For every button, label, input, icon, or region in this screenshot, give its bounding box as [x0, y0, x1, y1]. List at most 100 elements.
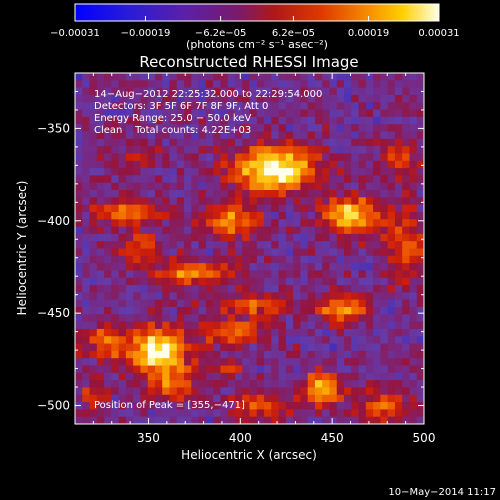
heatmap-cell: [198, 343, 207, 352]
heatmap-cell: [75, 175, 83, 184]
heatmap-cell: [82, 255, 91, 264]
heatmap-cell: [402, 387, 411, 396]
heatmap-cell: [285, 248, 294, 257]
heatmap-cell: [125, 321, 134, 330]
heatmap-cell: [358, 372, 367, 381]
heatmap-cell: [96, 255, 105, 264]
heatmap-cell: [300, 292, 309, 301]
heatmap-cell: [278, 138, 287, 147]
heatmap-cell: [82, 102, 91, 111]
heatmap-cell: [213, 160, 222, 169]
heatmap-cell: [184, 204, 192, 213]
heatmap-cell: [373, 175, 381, 184]
heatmap-cell: [285, 226, 294, 235]
heatmap-cell: [365, 102, 374, 111]
heatmap-cell: [82, 343, 91, 352]
heatmap-cell: [271, 102, 280, 111]
heatmap-cell: [234, 175, 243, 184]
heatmap-cell: [293, 146, 301, 155]
heatmap-cell: [264, 146, 272, 155]
heatmap-cell: [184, 116, 192, 125]
heatmap-cell: [394, 219, 403, 228]
heatmap-cell: [147, 314, 156, 323]
heatmap-cell: [220, 204, 229, 213]
heatmap-cell: [344, 241, 352, 250]
heatmap-cell: [205, 233, 214, 242]
heatmap-cell: [191, 116, 200, 125]
heatmap-cell: [322, 131, 331, 140]
y-tick-label: −450: [37, 306, 70, 320]
heatmap-cell: [300, 285, 309, 293]
heatmap-cell: [213, 394, 222, 403]
heatmap-cell: [104, 314, 112, 323]
heatmap-cell: [191, 336, 200, 345]
heatmap-cell: [147, 299, 156, 308]
heatmap-cell: [300, 182, 309, 191]
heatmap-cell: [242, 307, 251, 315]
heatmap-cell: [300, 248, 309, 257]
heatmap-cell: [140, 270, 149, 279]
heatmap-cell: [394, 73, 403, 81]
heatmap-cell: [329, 153, 338, 162]
heatmap-cell: [344, 307, 352, 315]
heatmap-cell: [387, 226, 396, 235]
heatmap-cell: [285, 321, 294, 330]
heatmap-cell: [147, 146, 156, 155]
heatmap-cell: [162, 336, 171, 345]
heatmap-cell: [176, 263, 185, 272]
heatmap-cell: [249, 314, 258, 323]
heatmap-cell: [184, 416, 192, 424]
heatmap-cell: [140, 109, 149, 118]
heatmap-cell: [416, 394, 424, 403]
heatmap-cell: [133, 94, 142, 103]
heatmap-cell: [344, 233, 352, 242]
heatmap-cell: [394, 328, 403, 337]
heatmap-cell: [125, 307, 134, 315]
heatmap-cell: [82, 73, 91, 81]
heatmap-cell: [227, 175, 236, 184]
heatmap-cell: [82, 241, 91, 250]
heatmap-cell: [351, 314, 360, 323]
heatmap-cell: [125, 211, 134, 220]
heatmap-cell: [162, 255, 171, 264]
heatmap-cell: [118, 168, 127, 176]
heatmap-cell: [176, 321, 185, 330]
heatmap-cell: [249, 285, 258, 293]
heatmap-cell: [82, 211, 91, 220]
heatmap-cell: [394, 416, 403, 424]
heatmap-cell: [133, 160, 142, 169]
heatmap-cell: [264, 299, 272, 308]
heatmap-cell: [278, 328, 287, 337]
heatmap-cell: [416, 160, 424, 169]
heatmap-cell: [344, 365, 352, 374]
heatmap-cell: [118, 277, 127, 286]
heatmap-cell: [140, 138, 149, 147]
heatmap-cell: [198, 270, 207, 279]
heatmap-cell: [416, 409, 424, 418]
heatmap-cell: [140, 394, 149, 403]
heatmap-cell: [322, 328, 331, 337]
heatmap-cell: [140, 299, 149, 308]
heatmap-cell: [227, 343, 236, 352]
heatmap-cell: [256, 73, 265, 81]
heatmap-cell: [184, 358, 192, 367]
heatmap-cell: [271, 350, 280, 359]
heatmap-cell: [373, 380, 381, 389]
heatmap-cell: [147, 394, 156, 403]
heatmap-cell: [264, 358, 272, 367]
heatmap-cell: [387, 314, 396, 323]
heatmap-cell: [256, 292, 265, 301]
heatmap-cell: [293, 314, 301, 323]
heatmap-cell: [176, 365, 185, 374]
heatmap-cell: [336, 292, 345, 301]
heatmap-cell: [176, 226, 185, 235]
heatmap-cell: [82, 182, 91, 191]
heatmap-cell: [118, 87, 127, 96]
heatmap-cell: [147, 270, 156, 279]
heatmap-cell: [111, 365, 120, 374]
heatmap-cell: [365, 168, 374, 176]
heatmap-cell: [278, 160, 287, 169]
heatmap-cell: [154, 124, 163, 133]
heatmap-cell: [300, 299, 309, 308]
